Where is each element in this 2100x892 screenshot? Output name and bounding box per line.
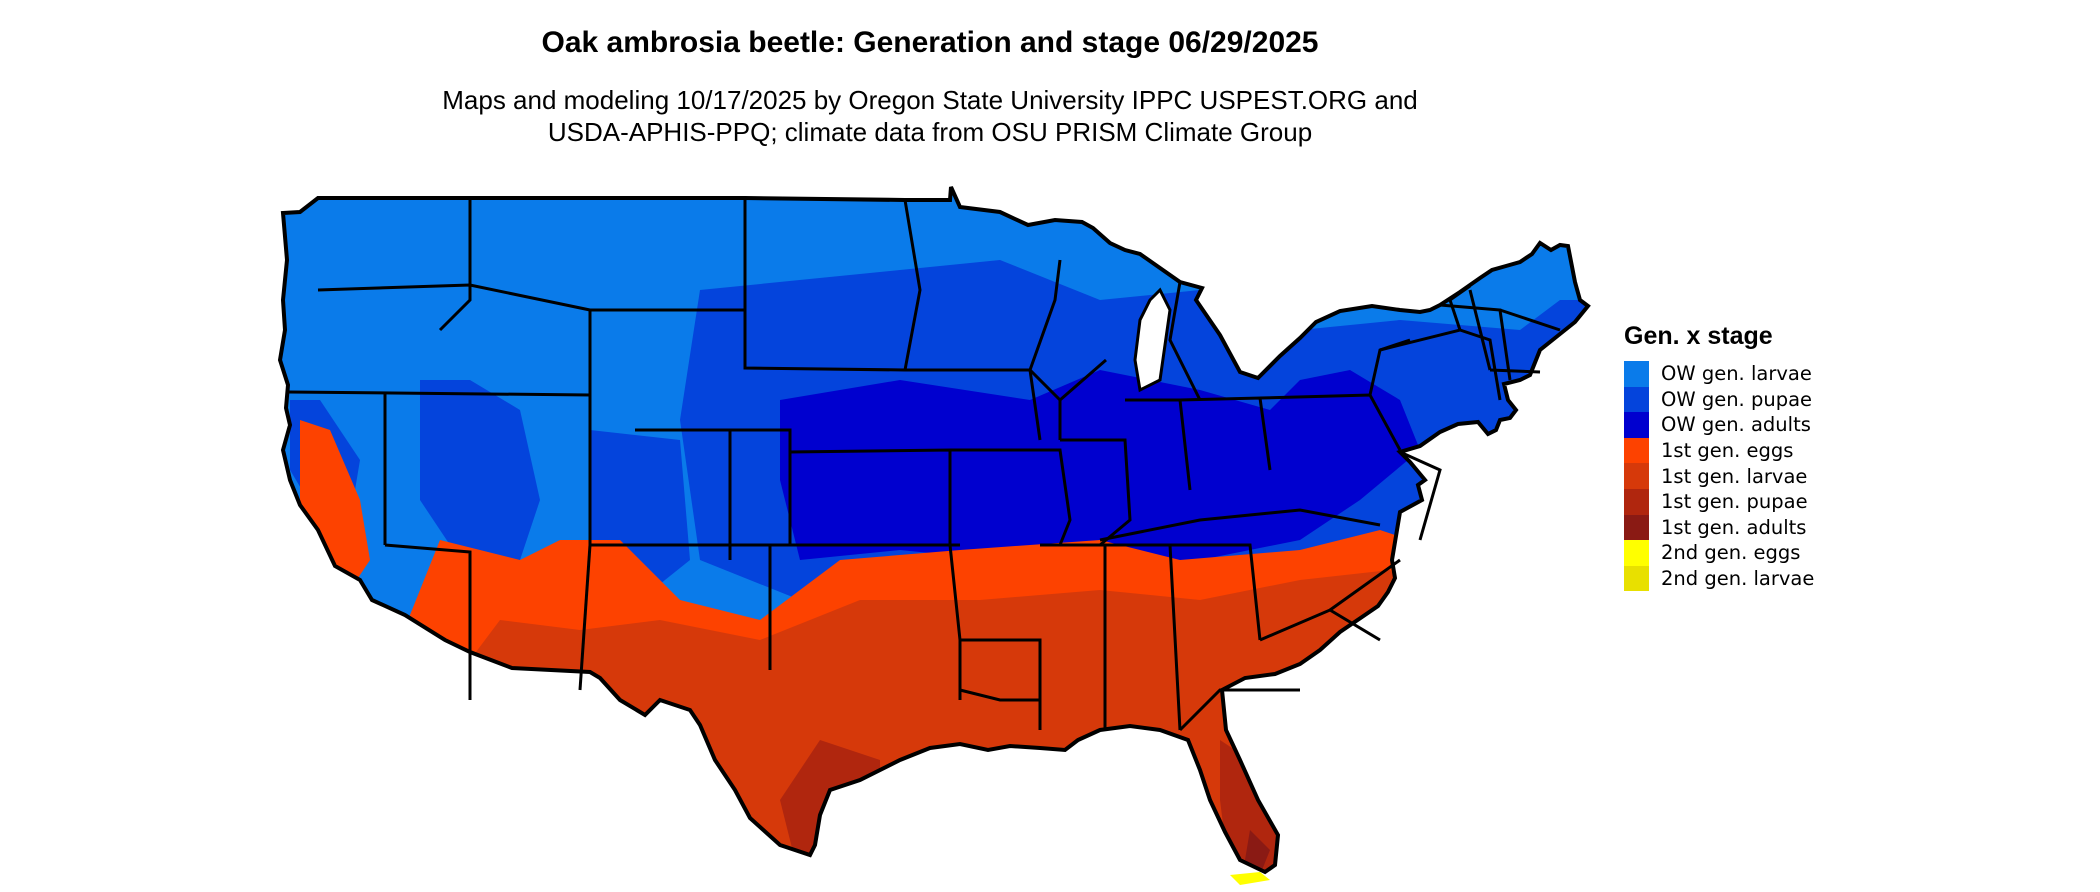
map-legend: Gen. x stage OW gen. larvae OW gen. pupa…: [1624, 322, 1815, 592]
legend-item: OW gen. adults: [1624, 412, 1814, 438]
legend-item: 1st gen. pupae: [1624, 488, 1814, 515]
subtitle-line-1: Maps and modeling 10/17/2025 by Oregon S…: [442, 85, 1418, 115]
legend-item: 1st gen. eggs: [1624, 437, 1814, 464]
legend-swatch-1st-adults: [1624, 514, 1649, 541]
legend-label: OW gen. pupae: [1661, 387, 1813, 411]
legend-swatch-1st-eggs: [1624, 437, 1649, 464]
map-subtitle: Maps and modeling 10/17/2025 by Oregon S…: [0, 84, 1860, 148]
legend-swatch-1st-larvae: [1624, 463, 1649, 489]
legend-item: 2nd gen. eggs: [1624, 540, 1814, 566]
state-borders: [287, 198, 1561, 732]
legend-swatch-1st-pupae: [1624, 488, 1649, 515]
legend-item: OW gen. pupae: [1624, 386, 1814, 413]
legend-label: 1st gen. pupae: [1661, 490, 1808, 514]
legend-swatch-ow-larvae: [1624, 361, 1649, 387]
legend-item: 2nd gen. larvae: [1624, 565, 1815, 592]
map-title: Oak ambrosia beetle: Generation and stag…: [541, 26, 1319, 59]
legend-swatch-2nd-larvae: [1624, 565, 1649, 592]
legend-label: 1st gen. adults: [1661, 515, 1807, 539]
us-stage-map: [278, 185, 1590, 885]
legend-label: OW gen. larvae: [1661, 362, 1812, 386]
legend-label: 1st gen. eggs: [1661, 439, 1794, 463]
legend-label: OW gen. adults: [1661, 413, 1811, 437]
legend-swatch-ow-adults: [1624, 412, 1649, 438]
legend-label: 1st gen. larvae: [1661, 464, 1808, 488]
legend-item: 1st gen. adults: [1624, 514, 1814, 541]
legend-items: OW gen. larvae OW gen. pupae OW gen. adu…: [1624, 361, 1815, 592]
subtitle-line-2: USDA-APHIS-PPQ; climate data from OSU PR…: [547, 117, 1313, 147]
legend-item: OW gen. larvae: [1624, 361, 1814, 387]
legend-label: 2nd gen. larvae: [1661, 567, 1815, 591]
legend-item: 1st gen. larvae: [1624, 463, 1814, 489]
legend-swatch-ow-pupae: [1624, 386, 1649, 413]
legend-title: Gen. x stage: [1624, 322, 1773, 350]
legend-swatch-2nd-eggs: [1624, 540, 1649, 566]
legend-label: 2nd gen. eggs: [1661, 541, 1801, 565]
